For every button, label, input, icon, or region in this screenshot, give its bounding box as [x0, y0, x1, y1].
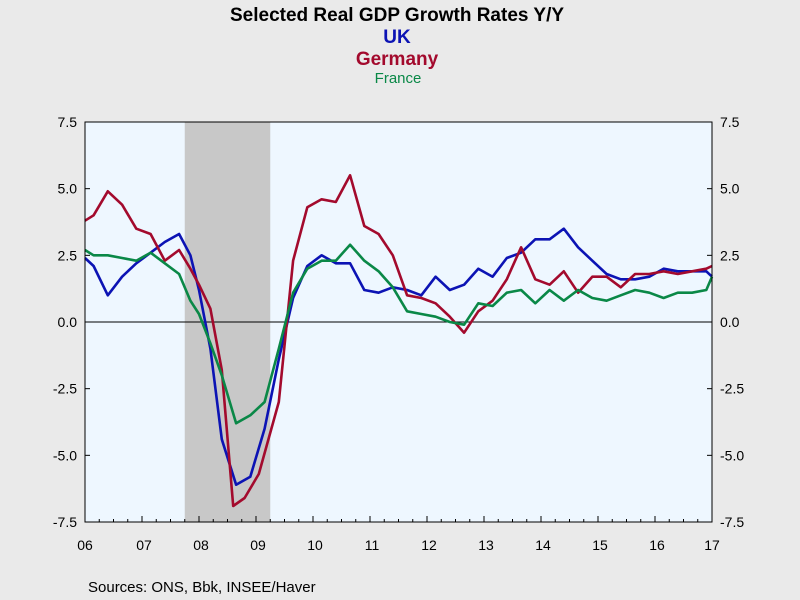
y-tick-label-right: 7.5 — [720, 114, 740, 130]
y-tick-label-left: -2.5 — [53, 381, 77, 397]
x-tick-label: 11 — [365, 537, 380, 553]
x-tick-label: 13 — [478, 537, 494, 553]
y-tick-label-left: 2.5 — [58, 247, 78, 263]
x-tick-label: 15 — [592, 537, 608, 553]
x-tick-label: 08 — [193, 537, 209, 553]
series-line-france — [84, 243, 714, 425]
y-tick-label-right: 2.5 — [720, 247, 740, 263]
chart-title: Selected Real GDP Growth Rates Y/Y — [230, 5, 564, 26]
x-tick-label: 16 — [649, 537, 665, 553]
source-note: Sources: ONS, Bbk, INSEE/Haver — [88, 579, 316, 596]
x-tick-label: 14 — [535, 537, 551, 553]
y-tick-label-right: 5.0 — [720, 181, 740, 197]
y-tick-label-right: -7.5 — [720, 514, 744, 530]
y-tick-label-right: -2.5 — [720, 381, 744, 397]
y-tick-label-left: 7.5 — [58, 114, 78, 130]
legend-germany: Germany — [356, 49, 439, 70]
x-tick-label: 17 — [704, 537, 720, 553]
axis-ticks: 7.5 7.5 5.0 5.0 2.5 2.5 0.0 0.0 -2.5 -2.5 -5.0 -5.0… — [53, 114, 744, 553]
x-tick-label: 07 — [136, 537, 152, 553]
y-tick-label-right: 0.0 — [720, 314, 740, 330]
legend-france: France — [375, 70, 422, 87]
y-tick-label-left: -7.5 — [53, 514, 77, 530]
legend-uk: UK — [383, 27, 411, 48]
y-tick-label-left: -5.0 — [53, 447, 77, 463]
x-tick-label: 09 — [250, 537, 266, 553]
x-tick-label: 06 — [77, 537, 93, 553]
x-tick-label: 10 — [307, 537, 323, 553]
y-tick-label-left: 5.0 — [58, 181, 78, 197]
y-tick-label-left: 0.0 — [58, 314, 78, 330]
series-line-germany — [84, 174, 713, 508]
x-tick-label: 12 — [421, 537, 437, 553]
series-lines — [84, 174, 714, 508]
y-tick-label-right: -5.0 — [720, 447, 744, 463]
